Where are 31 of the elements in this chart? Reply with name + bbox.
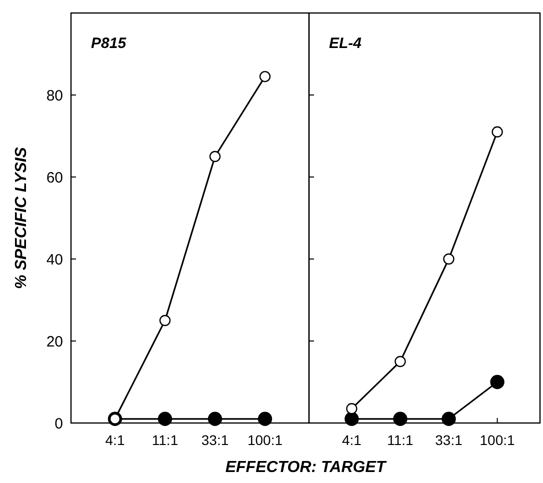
- point: [393, 412, 408, 426]
- x-tick-label: 4:1: [342, 432, 362, 448]
- y-tick-label: 0: [54, 415, 63, 432]
- x-tick-label: 33:1: [435, 432, 463, 448]
- y-tick-label: 40: [46, 251, 63, 268]
- point: [492, 126, 503, 138]
- y-axis-title: % SPECIFIC LYSIS: [13, 146, 30, 289]
- y-tick-label: 80: [46, 87, 63, 104]
- point: [394, 356, 406, 368]
- y-tick-label: 60: [46, 169, 63, 186]
- x-tick-label: 11:1: [387, 432, 414, 448]
- point: [259, 70, 271, 82]
- point: [346, 403, 358, 414]
- point: [443, 253, 454, 265]
- point: [208, 412, 222, 426]
- x-tick-label: 11:1: [152, 432, 178, 448]
- point: [490, 374, 504, 390]
- x-tick-label: 100:1: [480, 432, 516, 448]
- point: [209, 150, 221, 162]
- text: EL-4: [329, 35, 362, 52]
- point: [159, 314, 171, 326]
- x-tick-label: 4:1: [105, 432, 125, 448]
- x-tick-label: 33:1: [201, 432, 229, 448]
- x-tick-label: 100:1: [247, 432, 283, 448]
- y-tick-label: 20: [46, 333, 63, 350]
- point: [344, 412, 359, 426]
- point: [442, 412, 456, 426]
- x-axis-title: EFFECTOR: TARGET: [225, 459, 387, 476]
- point: [158, 412, 172, 426]
- text: P815: [91, 35, 127, 52]
- point: [258, 412, 272, 426]
